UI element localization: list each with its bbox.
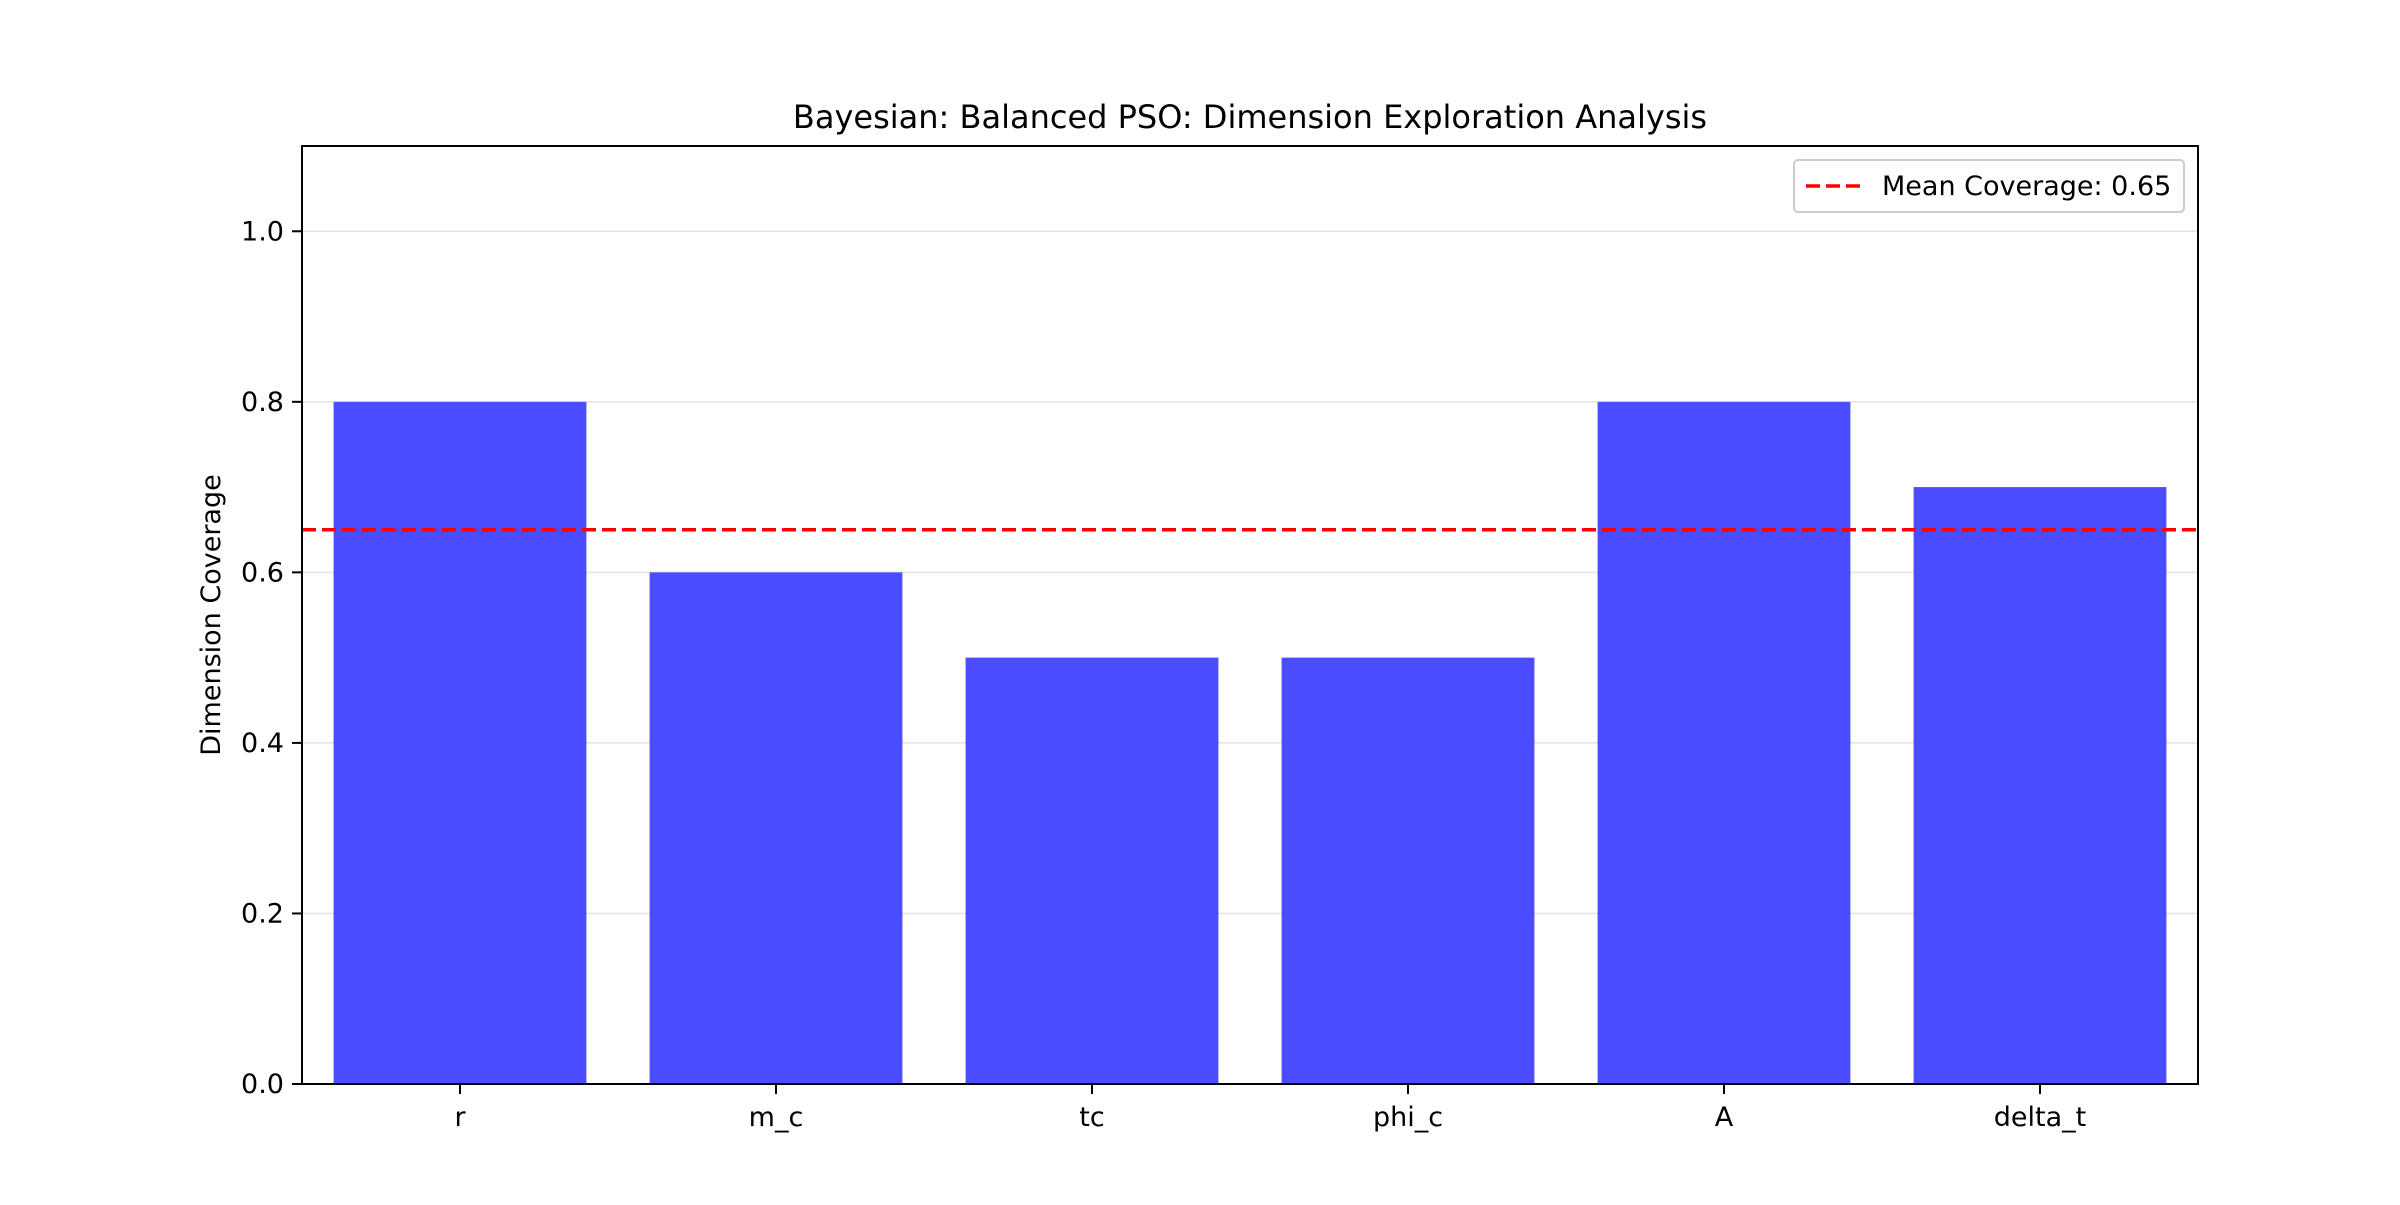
y-tick-label: 0.0	[241, 1069, 284, 1100]
x-tick-label: m_c	[749, 1102, 804, 1133]
y-tick-label: 0.8	[241, 387, 284, 418]
x-tick-label: r	[454, 1102, 466, 1133]
plot-frame	[301, 145, 2199, 1085]
bar	[965, 657, 1219, 1084]
grid-layer	[302, 230, 2198, 915]
legend-box	[1793, 159, 2185, 213]
y-axis-label: Dimension Coverage	[196, 474, 227, 755]
legend: Mean Coverage: 0.65	[1793, 159, 2185, 213]
y-tick-label: 0.6	[241, 557, 284, 588]
y-tick-label: 0.4	[241, 728, 284, 759]
x-tick-label: tc	[1079, 1102, 1104, 1133]
bar	[1913, 487, 2167, 1084]
bar	[1281, 657, 1535, 1084]
x-tick-label: delta_t	[1994, 1102, 2086, 1133]
y-tick-label: 0.2	[241, 898, 284, 929]
bar	[333, 401, 587, 1084]
chart-title: Bayesian: Balanced PSO: Dimension Explor…	[793, 98, 1707, 136]
x-tick-label: phi_c	[1373, 1102, 1443, 1133]
bar	[649, 572, 903, 1084]
bar	[1597, 401, 1851, 1084]
x-tick-label: A	[1715, 1102, 1734, 1133]
y-tick-label: 1.0	[241, 216, 284, 247]
bar-layer	[333, 401, 2167, 1084]
legend-label: Mean Coverage: 0.65	[1882, 171, 2171, 202]
